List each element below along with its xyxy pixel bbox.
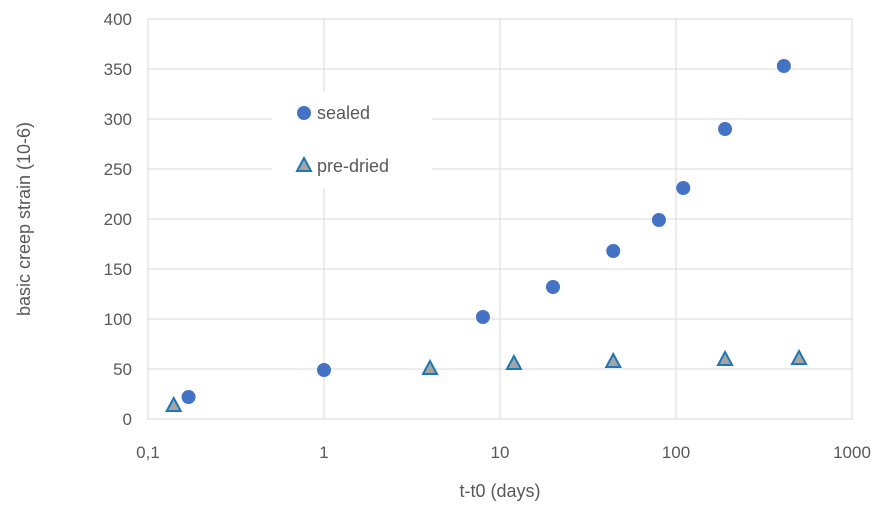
legend-label-pre-dried: pre-dried bbox=[317, 156, 389, 176]
data-point-sealed bbox=[676, 181, 691, 195]
data-point-sealed bbox=[545, 280, 560, 294]
y-tick-label: 200 bbox=[104, 210, 132, 229]
plot-area-border bbox=[147, 18, 853, 420]
data-points bbox=[165, 59, 808, 412]
data-point-sealed bbox=[181, 390, 196, 404]
y-tick-label: 100 bbox=[104, 310, 132, 329]
y-axis-ticks: 0 50 100 150 200 250 300 350 400 bbox=[104, 10, 132, 429]
data-point-sealed bbox=[475, 310, 490, 324]
y-tick-label: 350 bbox=[104, 60, 132, 79]
legend: sealed pre-dried bbox=[272, 92, 432, 188]
y-axis-title: basic creep strain (10-6) bbox=[14, 122, 34, 316]
y-tick-label: 400 bbox=[104, 10, 132, 29]
x-tick-label: 1000 bbox=[833, 443, 871, 462]
legend-marker-sealed bbox=[297, 106, 311, 120]
x-tick-label: 10 bbox=[491, 443, 510, 462]
y-tick-label: 50 bbox=[113, 360, 132, 379]
y-tick-label: 250 bbox=[104, 160, 132, 179]
x-axis-title: t-t0 (days) bbox=[459, 481, 540, 501]
data-point-sealed bbox=[718, 122, 733, 136]
data-point-sealed bbox=[606, 244, 621, 258]
data-point-sealed bbox=[317, 363, 331, 377]
y-tick-label: 150 bbox=[104, 260, 132, 279]
x-axis-ticks: 0,1 1 10 100 1000 bbox=[136, 443, 871, 462]
legend-label-sealed: sealed bbox=[317, 103, 370, 123]
y-tick-label: 300 bbox=[104, 110, 132, 129]
data-point-pre-dried bbox=[716, 349, 734, 366]
data-point-pre-dried bbox=[165, 395, 183, 412]
legend-marker-pre-dried bbox=[295, 155, 313, 172]
y-tick-label: 0 bbox=[123, 410, 132, 429]
x-tick-label: 0,1 bbox=[136, 443, 160, 462]
x-tick-label: 100 bbox=[662, 443, 690, 462]
data-point-pre-dried bbox=[421, 358, 439, 375]
data-point-pre-dried bbox=[604, 351, 622, 368]
data-point-sealed bbox=[776, 59, 791, 73]
data-point-pre-dried bbox=[505, 353, 523, 370]
data-point-pre-dried bbox=[790, 348, 808, 365]
data-point-sealed bbox=[651, 213, 666, 227]
x-tick-label: 1 bbox=[319, 443, 328, 462]
